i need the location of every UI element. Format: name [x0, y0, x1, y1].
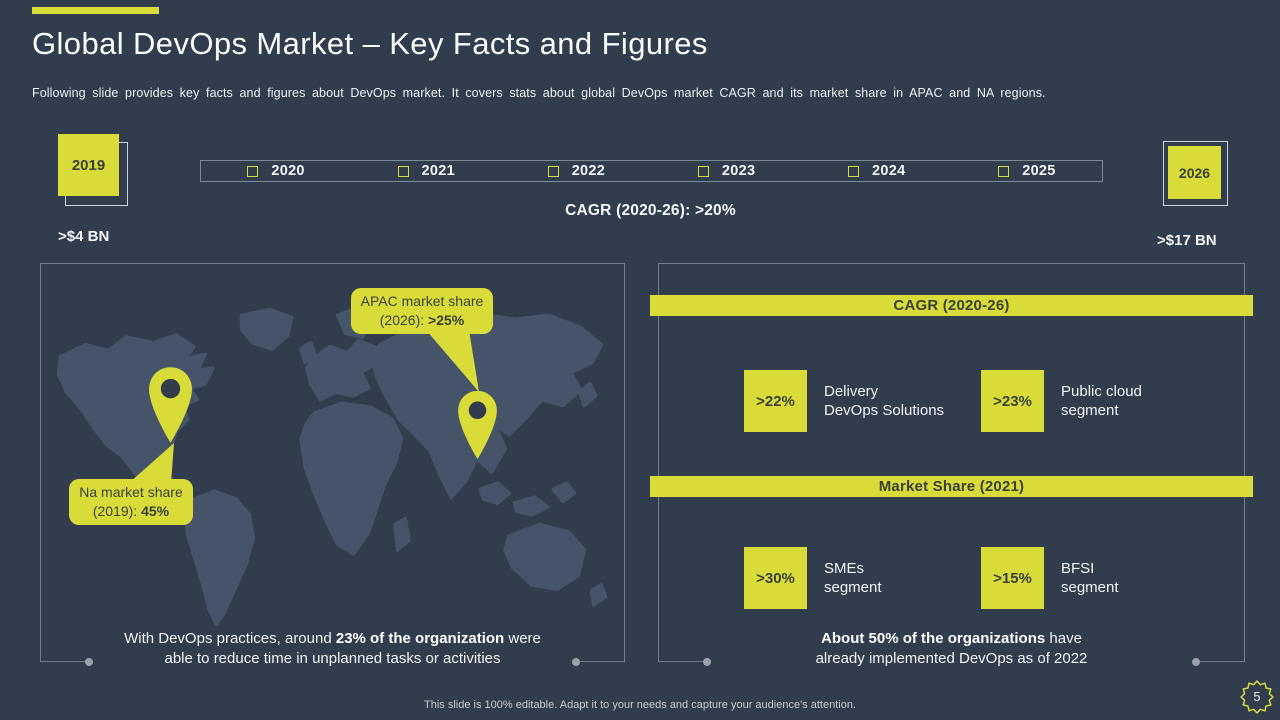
panel-corner-line: [658, 661, 705, 662]
milestone-2026-year: 2026: [1168, 146, 1221, 199]
panel-corner-dot: [703, 657, 711, 666]
page-number: 5: [1253, 690, 1261, 704]
stat-label: Delivery DevOps Solutions: [824, 382, 945, 420]
apac-callout: APAC market share (2026): >25%: [351, 288, 493, 334]
checkbox-icon: [848, 165, 860, 177]
year-label: 2020: [271, 163, 305, 179]
stats-panel: CAGR (2020-26) >22% Delivery DevOps Solu…: [650, 263, 1253, 667]
title-accent-bar: [32, 7, 159, 14]
timeline-year-2020: 2020: [201, 163, 351, 179]
panel-corner-dot: [85, 657, 93, 666]
year-label: 2025: [1022, 163, 1056, 179]
stat-label: Public cloud segment: [1061, 382, 1142, 420]
milestone-2019-year: 2019: [58, 134, 119, 196]
milestone-2026: 2026 >$17 BN: [1157, 141, 1243, 261]
stat-bfsi: >15% BFSI segment: [981, 547, 1119, 609]
map-panel-caption: With DevOps practices, around 23% of the…: [124, 630, 541, 667]
panel-corner-line: [578, 661, 625, 662]
apac-callout-line2: (2026): >25%: [379, 312, 465, 328]
na-callout-line2: (2019): 45%: [92, 503, 170, 519]
slide-subtitle: Following slide provides key facts and f…: [32, 86, 1046, 100]
apac-callout-line1: APAC market share: [360, 293, 484, 310]
stat-delivery-devops: >22% Delivery DevOps Solutions: [744, 370, 944, 432]
na-callout-line1: Na market share: [79, 484, 183, 501]
cagr-headline: CAGR (2020-26): >20%: [565, 202, 736, 219]
na-map-pin-icon: [149, 367, 192, 443]
timeline-year-2024: 2024: [802, 163, 952, 179]
stat-label: BFSI segment: [1061, 559, 1119, 597]
timeline-year-2021: 2021: [351, 163, 501, 179]
na-callout-tail: [129, 443, 174, 483]
stats-panel-caption: About 50% of the organizations have alre…: [815, 630, 1088, 667]
panel-corner-line: [40, 661, 87, 662]
stat-smes: >30% SMEs segment: [744, 547, 882, 609]
checkbox-icon: [547, 165, 559, 177]
year-label: 2021: [421, 163, 455, 179]
checkbox-icon: [397, 165, 409, 177]
market-share-banner: Market Share (2021): [650, 476, 1253, 497]
milestone-2026-value: >$17 BN: [1157, 232, 1217, 249]
year-label: 2023: [721, 163, 756, 179]
apac-map-pin-icon: [458, 390, 497, 460]
stat-public-cloud: >23% Public cloud segment: [981, 370, 1142, 432]
year-label: 2024: [872, 163, 906, 179]
stat-label: SMEs segment: [824, 559, 882, 597]
panel-corner-dot: [1192, 657, 1200, 666]
apac-callout-tail: [426, 330, 479, 392]
timeline-year-2025: 2025: [952, 163, 1102, 179]
panel-corner-dot: [572, 657, 580, 666]
stat-value-badge: >22%: [744, 370, 807, 432]
milestone-2026-outline: [1163, 141, 1228, 206]
timeline-bar: 2020 2021 2022 2023 2024 2025: [200, 160, 1103, 182]
footer-note: This slide is 100% editable. Adapt it to…: [424, 699, 856, 711]
timeline-year-2022: 2022: [501, 163, 651, 179]
page-number-badge: 5: [1240, 680, 1274, 714]
year-label: 2022: [571, 163, 606, 179]
na-callout: Na market share (2019): 45%: [69, 479, 193, 525]
panel-corner-line: [1198, 661, 1245, 662]
map-panel: APAC market share (2026): >25% Na market…: [40, 263, 625, 667]
milestone-2019-value: >$4 BN: [58, 228, 110, 245]
gear-icon: [1240, 680, 1274, 714]
cagr-banner: CAGR (2020-26): [650, 295, 1253, 316]
stat-value-badge: >15%: [981, 547, 1044, 609]
stat-value-badge: >30%: [744, 547, 807, 609]
checkbox-icon: [697, 165, 709, 177]
timeline-year-2023: 2023: [652, 163, 802, 179]
stat-value-badge: >23%: [981, 370, 1044, 432]
checkbox-icon: [998, 165, 1010, 177]
milestone-2019: 2019 >$4 BN: [58, 134, 138, 254]
checkbox-icon: [247, 165, 259, 177]
page-title: Global DevOps Market – Key Facts and Fig…: [32, 26, 708, 61]
